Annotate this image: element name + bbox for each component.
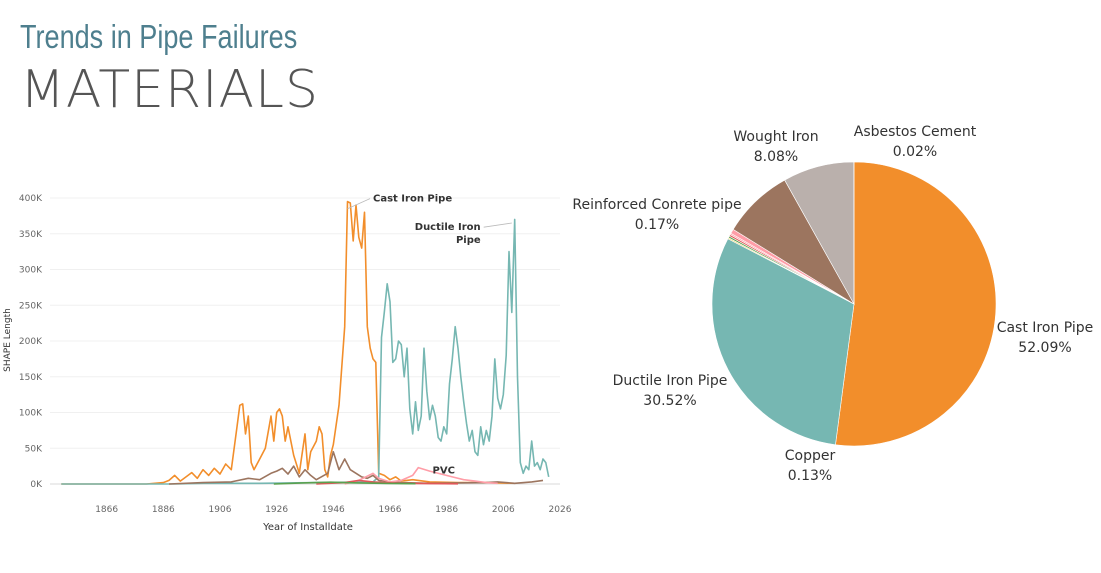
y-tick-label: 400K	[19, 194, 43, 204]
subtitle: Trends in Pipe Failures	[20, 18, 298, 55]
pie-value-label: 8.08%	[754, 149, 798, 165]
y-tick-label: 350K	[19, 230, 43, 240]
y-axis: 0K 50K 100K 150K 200K 250K 300K 350K 400K	[19, 194, 43, 490]
x-axis: 1866 1886 1906 1926 1946 1966 1986 2006 2026	[95, 505, 572, 515]
series-annotation: Pipe	[456, 235, 481, 246]
x-tick-label: 1986	[435, 505, 458, 515]
x-tick-label: 2026	[549, 505, 572, 515]
pie-label: Copper	[785, 448, 836, 464]
series-line-pvc[interactable]	[344, 466, 498, 485]
x-tick-label: 1886	[152, 505, 175, 515]
pie-label: Reinforced Conrete pipe	[572, 197, 741, 213]
pie-slice-cast-iron-pipe[interactable]	[835, 161, 997, 447]
pie-value-label: 0.17%	[635, 217, 679, 233]
series-line-cast-iron-pipe[interactable]	[61, 200, 515, 485]
series-labels: Cast Iron Pipe Ductile Iron Pipe PVC	[347, 194, 512, 476]
x-tick-label: 1966	[379, 505, 402, 515]
y-tick-label: 150K	[19, 373, 43, 383]
pie-chart: Cast Iron Pipe 52.09% Ductile Iron Pipe 30.…	[572, 124, 1093, 484]
series-annotation: PVC	[433, 465, 455, 476]
grid	[50, 197, 560, 485]
pie-label: Ductile Iron Pipe	[613, 373, 728, 389]
pie-value-label: 0.02%	[893, 144, 937, 160]
x-tick-label: 1926	[265, 505, 288, 515]
y-tick-label: 0K	[30, 480, 43, 490]
x-tick-label: 1946	[322, 505, 345, 515]
series-group	[61, 200, 550, 485]
y-tick-label: 250K	[19, 301, 43, 311]
x-tick-label: 2006	[492, 505, 515, 515]
pie-slice-ductile-iron-pipe[interactable]	[711, 238, 855, 446]
pie-label: Cast Iron Pipe	[997, 320, 1094, 336]
pie-slices	[711, 161, 997, 447]
y-tick-label: 200K	[19, 337, 43, 347]
y-tick-label: 50K	[25, 444, 43, 454]
pie-label: Asbestos Cement	[854, 124, 977, 140]
page-title: MATERIALS	[20, 60, 320, 120]
x-tick-label: 1906	[209, 505, 232, 515]
series-line-wought-iron[interactable]	[168, 451, 544, 485]
pie-value-label: 0.13%	[788, 468, 832, 484]
annotation-leader	[483, 222, 512, 228]
pie-value-label: 30.52%	[643, 393, 696, 409]
pie-labels: Cast Iron Pipe 52.09% Ductile Iron Pipe 30.…	[572, 124, 1093, 484]
y-tick-label: 100K	[19, 409, 43, 419]
pie-label: Wought Iron	[733, 129, 818, 145]
y-axis-title: SHAPE Length	[3, 308, 13, 372]
pie-value-label: 52.09%	[1018, 340, 1071, 356]
y-tick-label: 300K	[19, 266, 43, 276]
series-line-asbestos-cement[interactable]	[273, 481, 416, 485]
series-annotation: Cast Iron Pipe	[373, 194, 452, 205]
annotation-leader	[347, 198, 371, 210]
series-annotation: Ductile Iron	[415, 222, 481, 233]
x-axis-title: Year of Installdate	[262, 522, 353, 533]
x-tick-label: 1866	[95, 505, 118, 515]
series-line-ductile-iron-pipe[interactable]	[61, 218, 550, 485]
